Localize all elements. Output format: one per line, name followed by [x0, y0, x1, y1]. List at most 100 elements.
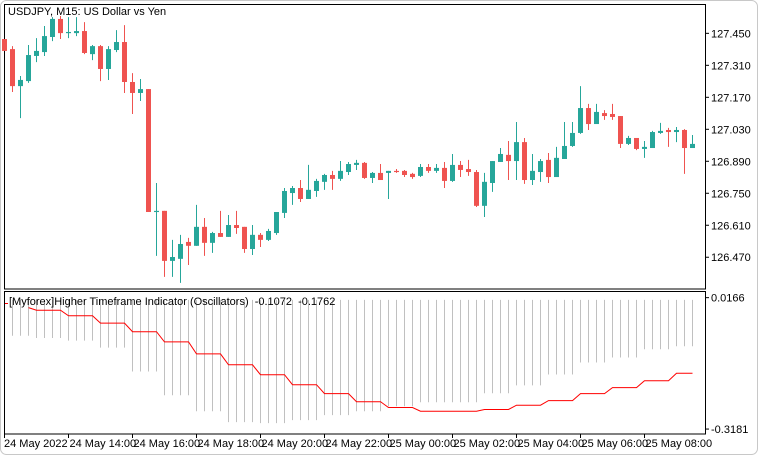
candle — [218, 210, 223, 237]
time-label: 25 May 04:00 — [518, 438, 585, 450]
candle — [282, 188, 287, 218]
candle-body — [90, 46, 95, 55]
time-label: 25 May 06:00 — [582, 438, 649, 450]
candle-body — [194, 226, 199, 246]
candle-body — [58, 18, 63, 34]
candle-body — [250, 234, 255, 250]
candle-body — [170, 257, 175, 261]
candle-body — [562, 145, 567, 159]
time-label: 25 May 08:00 — [646, 438, 713, 450]
candle — [330, 170, 335, 190]
candle-body — [306, 189, 311, 199]
candle-body — [154, 210, 159, 213]
candle-body — [426, 166, 431, 171]
candle — [298, 180, 303, 202]
candle-body — [66, 31, 71, 34]
candle — [74, 17, 79, 37]
candle-body — [218, 233, 223, 237]
candle-body — [34, 50, 39, 56]
candle-body — [418, 166, 423, 176]
candle-body — [530, 170, 535, 181]
candle-body — [282, 190, 287, 213]
candle — [194, 204, 199, 246]
candle — [514, 121, 519, 181]
candle-body — [442, 167, 447, 181]
candle-body — [10, 49, 15, 87]
histogram — [12, 299, 693, 424]
candle-body — [106, 49, 111, 69]
candle-body — [650, 132, 655, 149]
candle — [498, 148, 503, 162]
time-label: 24 May 18:00 — [198, 438, 265, 450]
candle-body — [138, 89, 143, 93]
candle-body — [130, 81, 135, 93]
candle-body — [586, 108, 591, 125]
candle — [226, 214, 231, 237]
candle-body — [386, 170, 391, 173]
chart-title: USDJPY, M15: US Dollar vs Yen — [8, 6, 166, 18]
candle — [578, 86, 583, 134]
candle — [658, 122, 663, 134]
candle — [354, 159, 359, 170]
candle — [130, 73, 135, 114]
candle-body — [394, 170, 399, 173]
candle — [250, 225, 255, 255]
price-pane[interactable]: USDJPY, M15: US Dollar vs Yen — [2, 4, 706, 290]
indicator-label: [Myforex]Higher Timeframe Indicator (Osc… — [9, 296, 335, 308]
candle-body — [242, 226, 247, 250]
candle — [98, 44, 103, 82]
candle — [314, 178, 319, 197]
candle-body — [298, 188, 303, 199]
candle-body — [290, 188, 295, 194]
candle-body — [2, 39, 7, 51]
candle-body — [538, 161, 543, 173]
candle — [410, 172, 415, 179]
candle — [618, 116, 623, 149]
candle — [650, 130, 655, 149]
indicator-axis-label: 0.0166 — [711, 293, 745, 305]
candle — [450, 153, 455, 182]
candle-body — [674, 129, 679, 133]
candle-body — [122, 42, 127, 82]
candle-body — [522, 142, 527, 181]
candle-body — [322, 174, 327, 182]
candle-body — [42, 36, 47, 53]
candle-body — [274, 212, 279, 234]
candle-body — [74, 31, 79, 34]
candle-body — [482, 181, 487, 206]
candle-body — [338, 170, 343, 179]
candle-body — [202, 226, 207, 243]
price-axis[interactable]: 127.450 127.310 127.170 127.030 126.890 126.7… — [705, 28, 751, 264]
candle — [490, 161, 495, 192]
candle-body — [594, 111, 599, 125]
candle — [266, 228, 271, 242]
candle-body — [458, 164, 463, 170]
candle-body — [114, 42, 119, 51]
candle-body — [690, 143, 695, 149]
indicator-value-2: -0.1762 — [298, 296, 335, 308]
candle-body — [210, 233, 215, 243]
candle-body — [450, 164, 455, 181]
candle — [122, 25, 127, 93]
candle-body — [658, 130, 663, 133]
candle — [394, 169, 399, 173]
candle-body — [186, 241, 191, 246]
candle — [90, 44, 95, 61]
candle-body — [266, 230, 271, 240]
candle-body — [98, 46, 103, 69]
indicator-pane[interactable]: [Myforex]Higher Timeframe Indicator (Osc… — [4, 291, 706, 435]
candle — [402, 169, 407, 178]
candle — [530, 153, 535, 186]
candle — [106, 46, 111, 80]
indicator-name: [Myforex]Higher Timeframe Indicator (Osc… — [9, 296, 249, 308]
candle — [234, 210, 239, 234]
candle-body — [314, 180, 319, 191]
candle — [10, 46, 15, 93]
candle — [370, 172, 375, 183]
price-label: 126.610 — [711, 220, 751, 232]
candle — [690, 135, 695, 149]
candle — [474, 169, 479, 207]
